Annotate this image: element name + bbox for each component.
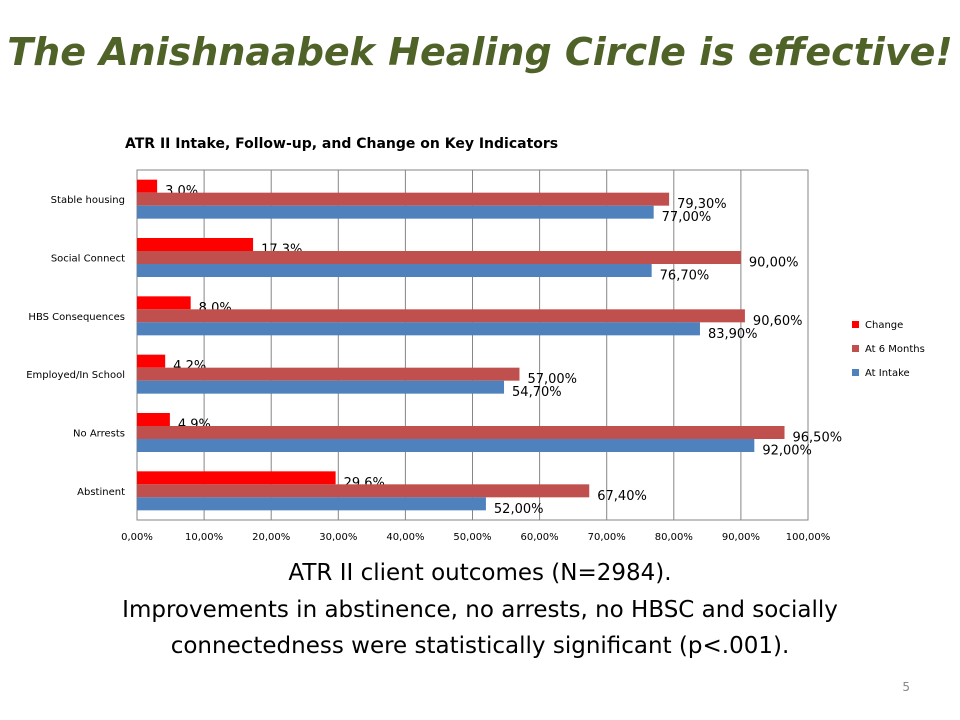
category-label: Social Connect <box>51 254 125 265</box>
bar <box>137 471 336 485</box>
x-tick-label: 50,00% <box>453 532 491 543</box>
category-label: Employed/In School <box>26 370 125 381</box>
x-tick-label: 0,00% <box>121 532 153 543</box>
bar <box>137 309 745 323</box>
bar <box>137 439 755 452</box>
bar <box>137 192 670 206</box>
data-label: 77,00% <box>662 210 712 225</box>
page-number: 5 <box>902 680 910 694</box>
bar <box>137 251 741 264</box>
x-tick-label: 90,00% <box>722 532 760 543</box>
caption-line-1: ATR II client outcomes (N=2984). <box>288 560 672 586</box>
legend-label: At 6 Months <box>865 344 925 355</box>
bar <box>137 354 166 368</box>
bar <box>137 426 785 439</box>
x-tick-label: 80,00% <box>655 532 693 543</box>
category-label: Stable housing <box>51 195 125 206</box>
data-label: 54,70% <box>512 385 562 400</box>
data-label: 67,40% <box>597 489 647 504</box>
legend-swatch <box>852 345 859 352</box>
bar <box>137 322 700 336</box>
data-label: 92,00% <box>762 444 812 459</box>
data-label: 79,30% <box>677 197 727 212</box>
data-label: 83,90% <box>708 327 758 342</box>
category-label: No Arrests <box>73 429 125 440</box>
x-tick-label: 30,00% <box>319 532 357 543</box>
plot-area-border <box>136 169 809 521</box>
bar <box>137 497 486 511</box>
bar <box>137 264 652 277</box>
bar <box>137 179 158 193</box>
data-label: 96,50% <box>793 431 843 446</box>
bar <box>137 413 170 426</box>
category-label: HBS Consequences <box>28 312 125 323</box>
data-label: 52,00% <box>494 502 544 517</box>
legend-label: Change <box>865 320 903 331</box>
legend-label: At Intake <box>865 368 910 379</box>
bar <box>137 296 191 310</box>
x-tick-label: 10,00% <box>185 532 223 543</box>
x-tick-label: 60,00% <box>521 532 559 543</box>
bar <box>137 367 520 381</box>
x-tick-label: 100,00% <box>786 532 831 543</box>
bar <box>137 380 505 394</box>
caption-line-2: Improvements in abstinence, no arrests, … <box>122 597 838 659</box>
x-tick-label: 20,00% <box>252 532 290 543</box>
x-tick-label: 70,00% <box>588 532 626 543</box>
chart-title: ATR II Intake, Follow-up, and Change on … <box>125 136 558 152</box>
legend-swatch <box>852 369 859 376</box>
x-tick-label: 40,00% <box>386 532 424 543</box>
bar <box>137 238 254 251</box>
category-label: Abstinent <box>77 487 125 498</box>
legend-swatch <box>852 321 859 328</box>
data-label: 76,70% <box>660 269 710 284</box>
bar <box>137 205 654 219</box>
bar <box>137 484 590 498</box>
data-label: 90,60% <box>753 314 803 329</box>
slide-title: The Anishnaabek Healing Circle is effect… <box>7 30 953 74</box>
data-label: 57,00% <box>527 372 577 387</box>
data-label: 90,00% <box>749 256 799 271</box>
